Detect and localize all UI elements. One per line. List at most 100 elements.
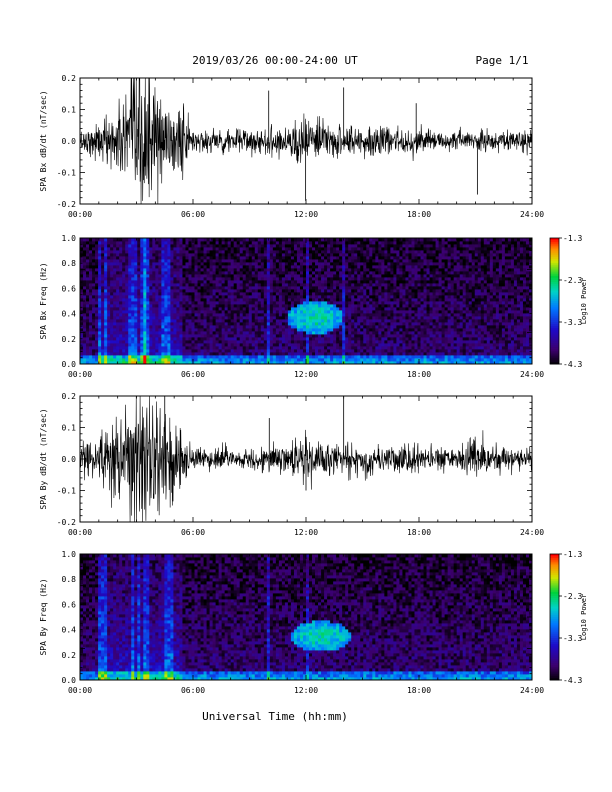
- spectrogram-cell: [80, 334, 84, 338]
- spectrogram-cell: [299, 289, 304, 293]
- spectrogram-cell: [474, 343, 479, 347]
- spectrogram-cell: [176, 346, 180, 350]
- spectrogram-cell: [269, 325, 274, 329]
- spectrogram-cell: [236, 283, 241, 287]
- spectrogram-cell: [185, 292, 189, 296]
- spectrogram-cell: [465, 298, 470, 302]
- spectrogram-cell: [257, 271, 262, 275]
- spectrogram-cell: [215, 283, 220, 287]
- spectrogram-cell: [161, 328, 165, 332]
- spectrogram-cell: [269, 292, 274, 296]
- spectrogram-cell: [471, 325, 476, 329]
- spectrogram-cell: [275, 283, 280, 287]
- spectrogram-cell: [113, 298, 117, 302]
- spectrogram-cell: [510, 352, 515, 356]
- spectrogram-cell: [333, 358, 337, 362]
- spectrogram-cell: [357, 286, 361, 290]
- spectrogram-cell: [456, 331, 461, 335]
- spectrogram-cell: [92, 283, 96, 287]
- spectrogram-cell: [405, 277, 409, 281]
- spectrogram-cell: [339, 343, 343, 347]
- spectrogram-cell: [125, 334, 129, 338]
- spectrogram-cell: [357, 355, 361, 359]
- spectrogram-cell: [309, 310, 313, 314]
- spectrogram-cell: [366, 301, 370, 305]
- spectrogram-cell: [402, 343, 406, 347]
- spectrogram-cell: [179, 355, 183, 359]
- spectrogram-cell: [354, 355, 358, 359]
- spectrogram-cell: [86, 322, 90, 326]
- spectrogram-cell: [221, 292, 226, 296]
- spectrogram-cell: [483, 280, 488, 284]
- spectrogram-cell: [152, 271, 156, 275]
- spectrogram-cell: [453, 340, 458, 344]
- spectrogram-cell: [209, 313, 213, 317]
- spectrogram-cell: [348, 331, 352, 335]
- spectrogram-cell: [188, 343, 192, 347]
- spectrogram-cell: [257, 286, 262, 290]
- spectrogram-cell: [170, 265, 174, 269]
- spectrogram-cell: [80, 319, 84, 323]
- spectrogram-cell: [263, 286, 268, 290]
- spectrogram-cell: [227, 328, 232, 332]
- spectrogram-cell: [393, 292, 397, 296]
- spectrogram-cell: [293, 277, 298, 281]
- spectrogram-cell: [203, 331, 207, 335]
- spectrogram-cell: [306, 313, 310, 317]
- spectrogram-cell: [155, 265, 159, 269]
- spectrogram-cell: [140, 334, 144, 338]
- spectrogram-cell: [287, 304, 292, 308]
- spectrogram-cell: [233, 277, 238, 281]
- spectrogram-cell: [426, 343, 430, 347]
- spectrogram-cell: [92, 280, 96, 284]
- spectrogram-cell: [101, 289, 105, 293]
- spectrogram-cell: [471, 361, 476, 365]
- spectrogram-cell: [173, 361, 177, 365]
- spectrogram-cell: [158, 304, 162, 308]
- spectrogram-cell: [143, 349, 147, 353]
- spectrogram-cell: [83, 280, 87, 284]
- spectrogram-cell: [182, 349, 186, 353]
- spectrogram-cell: [137, 274, 141, 278]
- spectrogram-cell: [182, 304, 186, 308]
- spectrogram-cell: [465, 304, 470, 308]
- spectrogram-cell: [218, 349, 223, 353]
- spectrogram-cell: [417, 331, 421, 335]
- spectrogram-cell: [501, 358, 506, 362]
- spectrogram-cell: [447, 334, 452, 338]
- spectrogram-cell: [119, 310, 123, 314]
- spectrogram-cell: [185, 277, 189, 281]
- spectrogram-cell: [176, 283, 180, 287]
- spectrogram-cell: [384, 343, 388, 347]
- spectrogram-cell: [128, 283, 132, 287]
- spectrogram-cell: [324, 346, 328, 350]
- spectrogram-cell: [248, 286, 253, 290]
- spectrogram-cell: [221, 301, 226, 305]
- spectrogram-cell: [435, 286, 439, 290]
- spectrogram-cell: [233, 298, 238, 302]
- spectrogram-cell: [251, 343, 256, 347]
- spectrogram-cell: [420, 298, 424, 302]
- spectrogram-cell: [438, 313, 442, 317]
- spectrogram-cell: [251, 325, 256, 329]
- spectrogram-cell: [185, 295, 189, 299]
- spectrogram-cell: [281, 271, 286, 275]
- spectrogram-cell: [435, 274, 439, 278]
- spectrogram-cell: [260, 283, 265, 287]
- spectrogram-cell: [363, 292, 367, 296]
- spectrogram-cell: [432, 292, 436, 296]
- spectrogram-cell: [507, 361, 512, 365]
- spectrogram-cell: [480, 292, 485, 296]
- spectrogram-cell: [140, 319, 144, 323]
- spectrogram-cell: [450, 349, 455, 353]
- spectrogram-cell: [185, 289, 189, 293]
- spectrogram-cell: [327, 271, 331, 275]
- spectrogram-cell: [465, 274, 470, 278]
- spectrogram-cell: [161, 337, 165, 341]
- spectrogram-cell: [378, 268, 382, 272]
- spectrogram-cell: [107, 328, 111, 332]
- spectrogram-cell: [354, 313, 358, 317]
- spectrogram-cell: [435, 358, 439, 362]
- spectrogram-cell: [435, 307, 439, 311]
- spectrogram-cell: [257, 292, 262, 296]
